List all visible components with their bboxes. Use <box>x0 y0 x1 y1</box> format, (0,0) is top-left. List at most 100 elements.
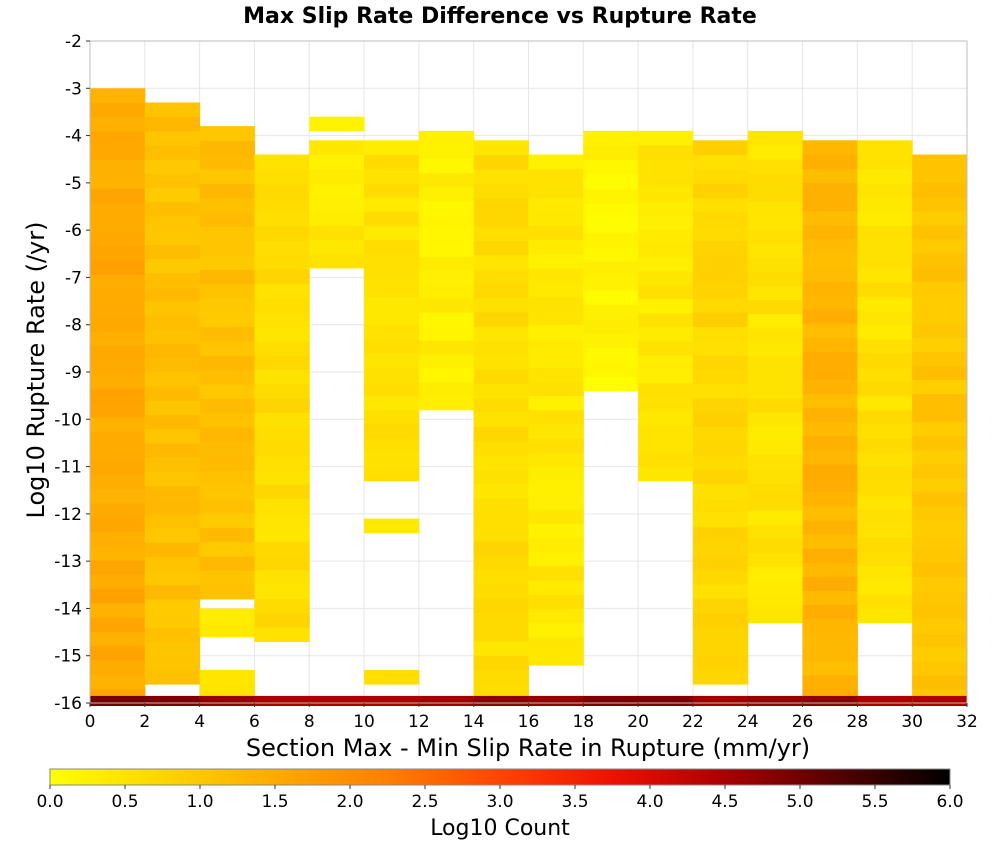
heatmap-cell <box>90 545 146 561</box>
heatmap-cell <box>254 197 310 213</box>
heatmap-cell <box>199 541 255 557</box>
heatmap-cell <box>144 215 201 231</box>
x-tick-label: 26 <box>792 712 814 732</box>
heatmap-cell <box>638 312 694 328</box>
heatmap-cell <box>418 144 475 160</box>
heatmap-cell <box>747 158 804 174</box>
heatmap-cell <box>90 474 146 490</box>
heatmap-cell <box>528 424 584 439</box>
heatmap-cell <box>364 669 420 685</box>
heatmap-cell <box>857 480 913 496</box>
heatmap-cell <box>473 426 529 442</box>
heatmap-cell <box>912 534 968 549</box>
heatmap-cell <box>254 269 310 284</box>
heatmap-cell <box>638 214 694 230</box>
heatmap-cell <box>473 583 529 599</box>
heatmap-cell <box>802 140 858 155</box>
heatmap-cell <box>364 282 420 297</box>
heatmap-cell <box>144 400 201 416</box>
heatmap-cell-bottom <box>747 695 804 706</box>
heatmap-cell <box>802 365 858 380</box>
heatmap-cell <box>309 211 365 226</box>
heatmap-cell <box>364 310 420 326</box>
heatmap-cell <box>364 140 420 155</box>
heatmap-cell <box>309 182 365 198</box>
heatmap-cell <box>309 239 365 255</box>
heatmap-cell <box>528 608 584 624</box>
heatmap-cell <box>254 627 310 643</box>
heatmap-cell <box>857 154 913 170</box>
heatmap-cell <box>912 379 968 395</box>
heatmap-cell <box>857 296 913 312</box>
heatmap-cell <box>90 345 146 361</box>
heatmap-cell <box>747 552 804 567</box>
heatmap-cell <box>912 548 968 563</box>
x-tick-label: 12 <box>408 712 430 732</box>
heatmap-cell <box>364 518 420 534</box>
heatmap-cell <box>144 570 201 586</box>
heatmap-cell-bottom <box>583 695 639 706</box>
heatmap-cell <box>473 612 529 628</box>
heatmap-cell <box>473 469 529 485</box>
heatmap-cell <box>747 425 804 441</box>
heatmap-cell <box>90 574 146 590</box>
heatmap-cell <box>692 354 749 370</box>
heatmap-cell <box>254 440 310 456</box>
heatmap-cell <box>747 229 804 244</box>
colorbar-tick-label: 1.0 <box>186 792 213 812</box>
heatmap-cell <box>144 556 201 572</box>
x-tick-label: 24 <box>737 712 759 732</box>
y-tick-label: -13 <box>54 552 82 572</box>
heatmap-cell <box>857 324 913 340</box>
heatmap-cell <box>802 351 858 366</box>
heatmap-cell <box>309 140 365 155</box>
heatmap-cell <box>857 509 913 524</box>
heatmap-cell <box>802 196 858 212</box>
heatmap-cell <box>473 655 529 671</box>
heatmap-cell <box>802 590 858 606</box>
heatmap-cell <box>364 296 420 312</box>
heatmap-cell <box>857 310 913 326</box>
heatmap-cell <box>857 282 913 297</box>
heatmap-cell <box>418 172 475 188</box>
heatmap-cell <box>528 480 584 496</box>
colorbar <box>49 768 951 786</box>
heatmap-cell <box>144 414 201 430</box>
heatmap-cell <box>364 452 420 468</box>
heatmap-cell <box>802 379 858 395</box>
heatmap-cell <box>144 187 201 203</box>
heatmap-cell <box>912 520 968 535</box>
heatmap-cell <box>418 381 475 397</box>
heatmap-cell <box>747 524 804 539</box>
heatmap-cell <box>418 340 475 355</box>
heatmap-cell <box>857 594 913 609</box>
y-tick-label: -15 <box>54 647 82 667</box>
heatmap-cell <box>90 388 146 404</box>
heatmap-cell <box>418 130 475 146</box>
heatmap-cell <box>144 102 201 118</box>
heatmap-cell <box>364 253 420 269</box>
heatmap-cell <box>692 283 749 299</box>
x-tick-label: 30 <box>901 712 923 732</box>
heatmap-cell <box>857 409 913 425</box>
heatmap-cell <box>912 252 968 268</box>
heatmap-cell <box>364 367 420 382</box>
y-tick-label: -5 <box>65 174 82 194</box>
heatmap-cell <box>199 269 255 285</box>
heatmap-cell <box>528 253 584 269</box>
heatmap-cell <box>90 602 146 618</box>
heatmap-cell <box>90 131 146 146</box>
heatmap-cell <box>747 285 804 300</box>
heatmap-cell <box>254 612 310 628</box>
heatmap-cell <box>638 284 694 300</box>
heatmap-cell <box>528 565 584 581</box>
heatmap-cell <box>583 362 639 377</box>
heatmap-cell <box>692 440 749 456</box>
heatmap-cell-bottom <box>90 695 146 706</box>
heatmap-cell <box>199 527 255 543</box>
heatmap-cell <box>528 452 584 468</box>
heatmap-cell <box>199 226 255 242</box>
heatmap-cell <box>638 186 694 202</box>
heatmap-cell <box>254 383 310 399</box>
heatmap-cell <box>692 655 749 671</box>
